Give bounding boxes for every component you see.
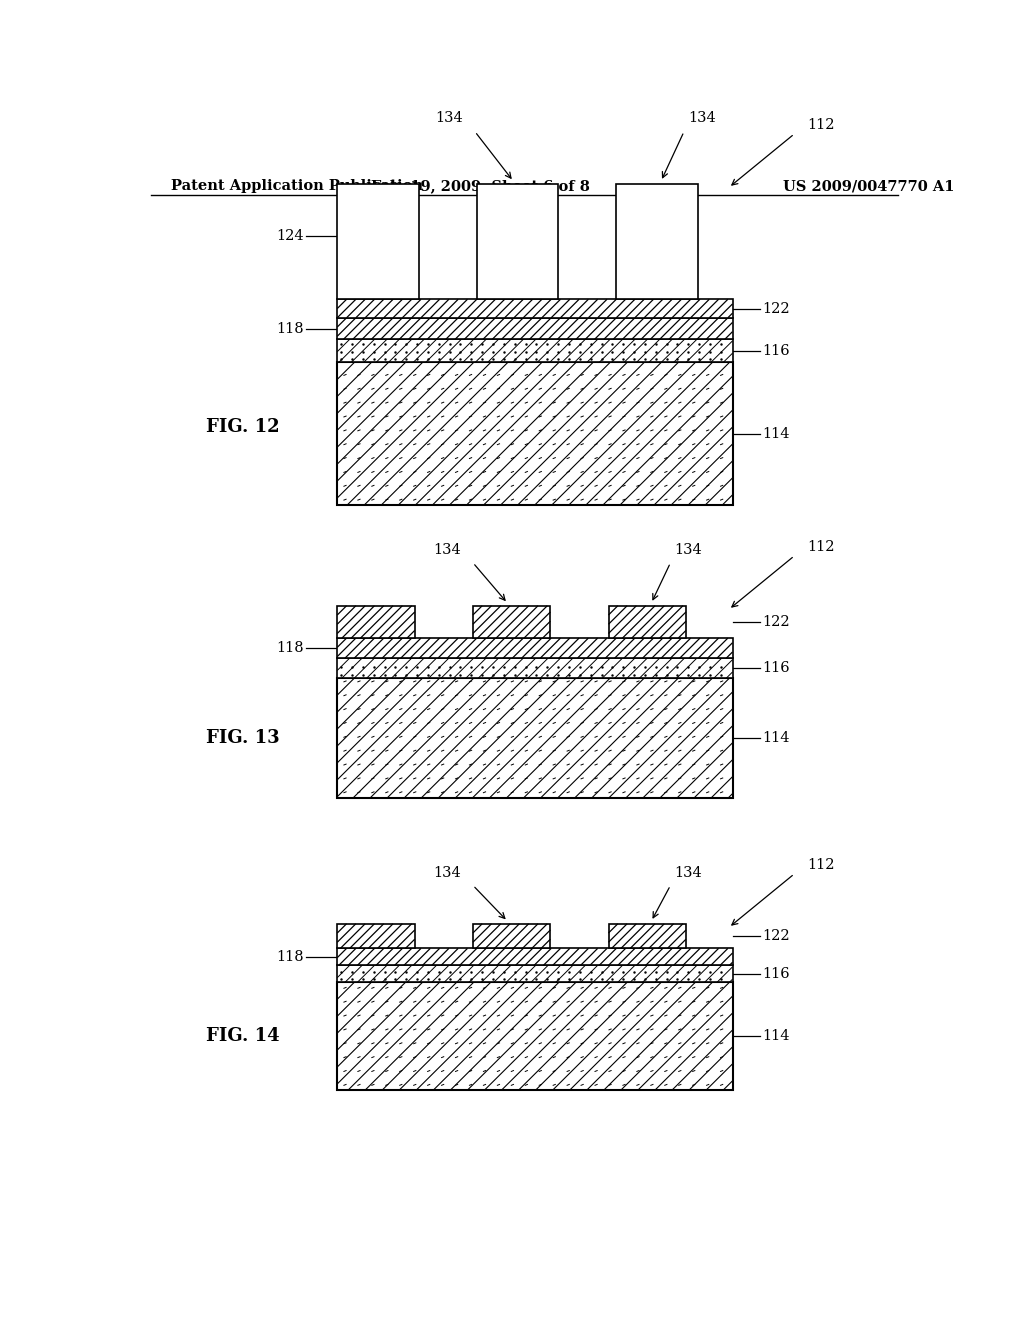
Text: 114: 114 [762, 731, 790, 744]
Text: 122: 122 [762, 929, 790, 942]
Text: 116: 116 [762, 661, 790, 675]
Text: FIG. 13: FIG. 13 [206, 729, 280, 747]
Text: 134: 134 [435, 111, 463, 125]
Bar [337, 606, 415, 638]
Bar [473, 924, 550, 949]
Text: 122: 122 [762, 301, 790, 315]
Bar [608, 924, 686, 949]
Text: US 2009/0047770 A1: US 2009/0047770 A1 [783, 180, 954, 193]
Text: Patent Application Publication: Patent Application Publication [171, 180, 423, 193]
Bar [337, 318, 732, 339]
Text: 114: 114 [762, 1030, 790, 1043]
Bar [337, 965, 732, 982]
Bar [337, 678, 732, 797]
Bar [337, 339, 732, 363]
Bar [608, 606, 686, 638]
Bar [337, 924, 415, 949]
Text: 112: 112 [808, 858, 836, 873]
Bar [337, 659, 732, 678]
Text: 118: 118 [276, 950, 304, 964]
Text: FIG. 12: FIG. 12 [206, 417, 280, 436]
Text: 134: 134 [688, 111, 716, 125]
Text: Feb. 19, 2009  Sheet 6 of 8: Feb. 19, 2009 Sheet 6 of 8 [371, 180, 590, 193]
Text: 118: 118 [276, 642, 304, 655]
Bar [337, 638, 732, 659]
Text: 122: 122 [762, 615, 790, 628]
Bar [337, 948, 732, 965]
Text: FIG. 14: FIG. 14 [206, 1027, 280, 1045]
Text: 134: 134 [433, 544, 461, 557]
Text: 112: 112 [808, 119, 836, 132]
Bar [477, 183, 558, 300]
Bar [337, 982, 732, 1090]
Text: 118: 118 [276, 322, 304, 335]
Text: 116: 116 [762, 966, 790, 981]
Text: 112: 112 [808, 540, 836, 554]
Bar [473, 606, 550, 638]
Bar [337, 300, 732, 318]
Text: 134: 134 [433, 866, 461, 880]
Text: 134: 134 [675, 866, 702, 880]
Text: 124: 124 [276, 228, 304, 243]
Text: 114: 114 [762, 426, 790, 441]
Bar [337, 363, 732, 506]
Text: 134: 134 [675, 544, 702, 557]
Bar [616, 183, 697, 300]
Bar [337, 183, 419, 300]
Text: 116: 116 [762, 345, 790, 358]
